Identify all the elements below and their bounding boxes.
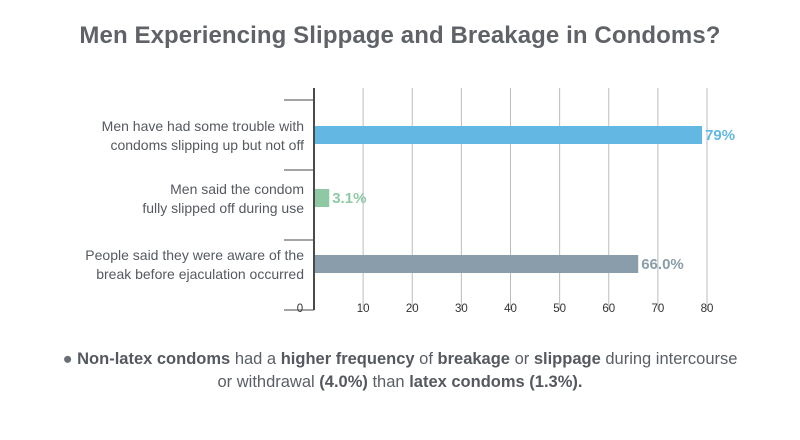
category-label: Men said the condom — [170, 181, 304, 197]
x-tick-label: 10 — [357, 303, 370, 315]
footnote-part: Non-latex condoms — [77, 350, 231, 368]
data-label: 3.1% — [332, 190, 366, 207]
footnote-part: had a — [230, 350, 281, 368]
category-label: Men have had some trouble with — [102, 118, 304, 134]
x-tick-label: 60 — [602, 303, 615, 315]
x-tick-label: 80 — [701, 303, 714, 315]
data-label: 66.0% — [641, 256, 684, 273]
x-tick-label: 40 — [504, 303, 517, 315]
footnote-part: breakage — [437, 350, 510, 368]
bar — [315, 189, 330, 207]
bar — [315, 255, 639, 273]
x-tick-label: 70 — [651, 303, 664, 315]
bullet-icon: ● — [62, 350, 73, 368]
data-label: 79% — [705, 127, 735, 144]
footnote-part: latex condoms (1.3%). — [409, 373, 583, 391]
x-tick-label: 50 — [553, 303, 566, 315]
category-label: break before ejaculation occurred — [96, 266, 304, 282]
footnote-part: than — [367, 373, 410, 391]
category-label: condoms slipping up but not off — [110, 137, 304, 153]
chart-title: Men Experiencing Slippage and Breakage i… — [79, 22, 721, 49]
footnote-part: (4.0%) — [319, 373, 368, 391]
x-tick-label: 0 — [297, 303, 303, 315]
bar — [315, 126, 703, 144]
x-tick-label: 20 — [406, 303, 419, 315]
footnote-text: Non-latex condoms had a higher frequency… — [77, 350, 737, 391]
category-label: People said they were aware of the — [85, 247, 304, 263]
footnote-part: of — [414, 350, 438, 368]
footnote-part: or — [509, 350, 534, 368]
bar-chart: 0 10 20 30 40 50 60 70 80 79% Men have had some tr… — [85, 88, 735, 315]
footnote-part: slippage — [533, 350, 601, 368]
footnote: ● Non-latex condoms had a higher frequen… — [60, 348, 740, 394]
category-label: fully slipped off during use — [142, 200, 304, 216]
footnote-part: higher frequency — [280, 350, 415, 368]
x-tick-label: 30 — [455, 303, 468, 315]
footnote-part: during intercourse or withdrawal — [217, 350, 738, 391]
